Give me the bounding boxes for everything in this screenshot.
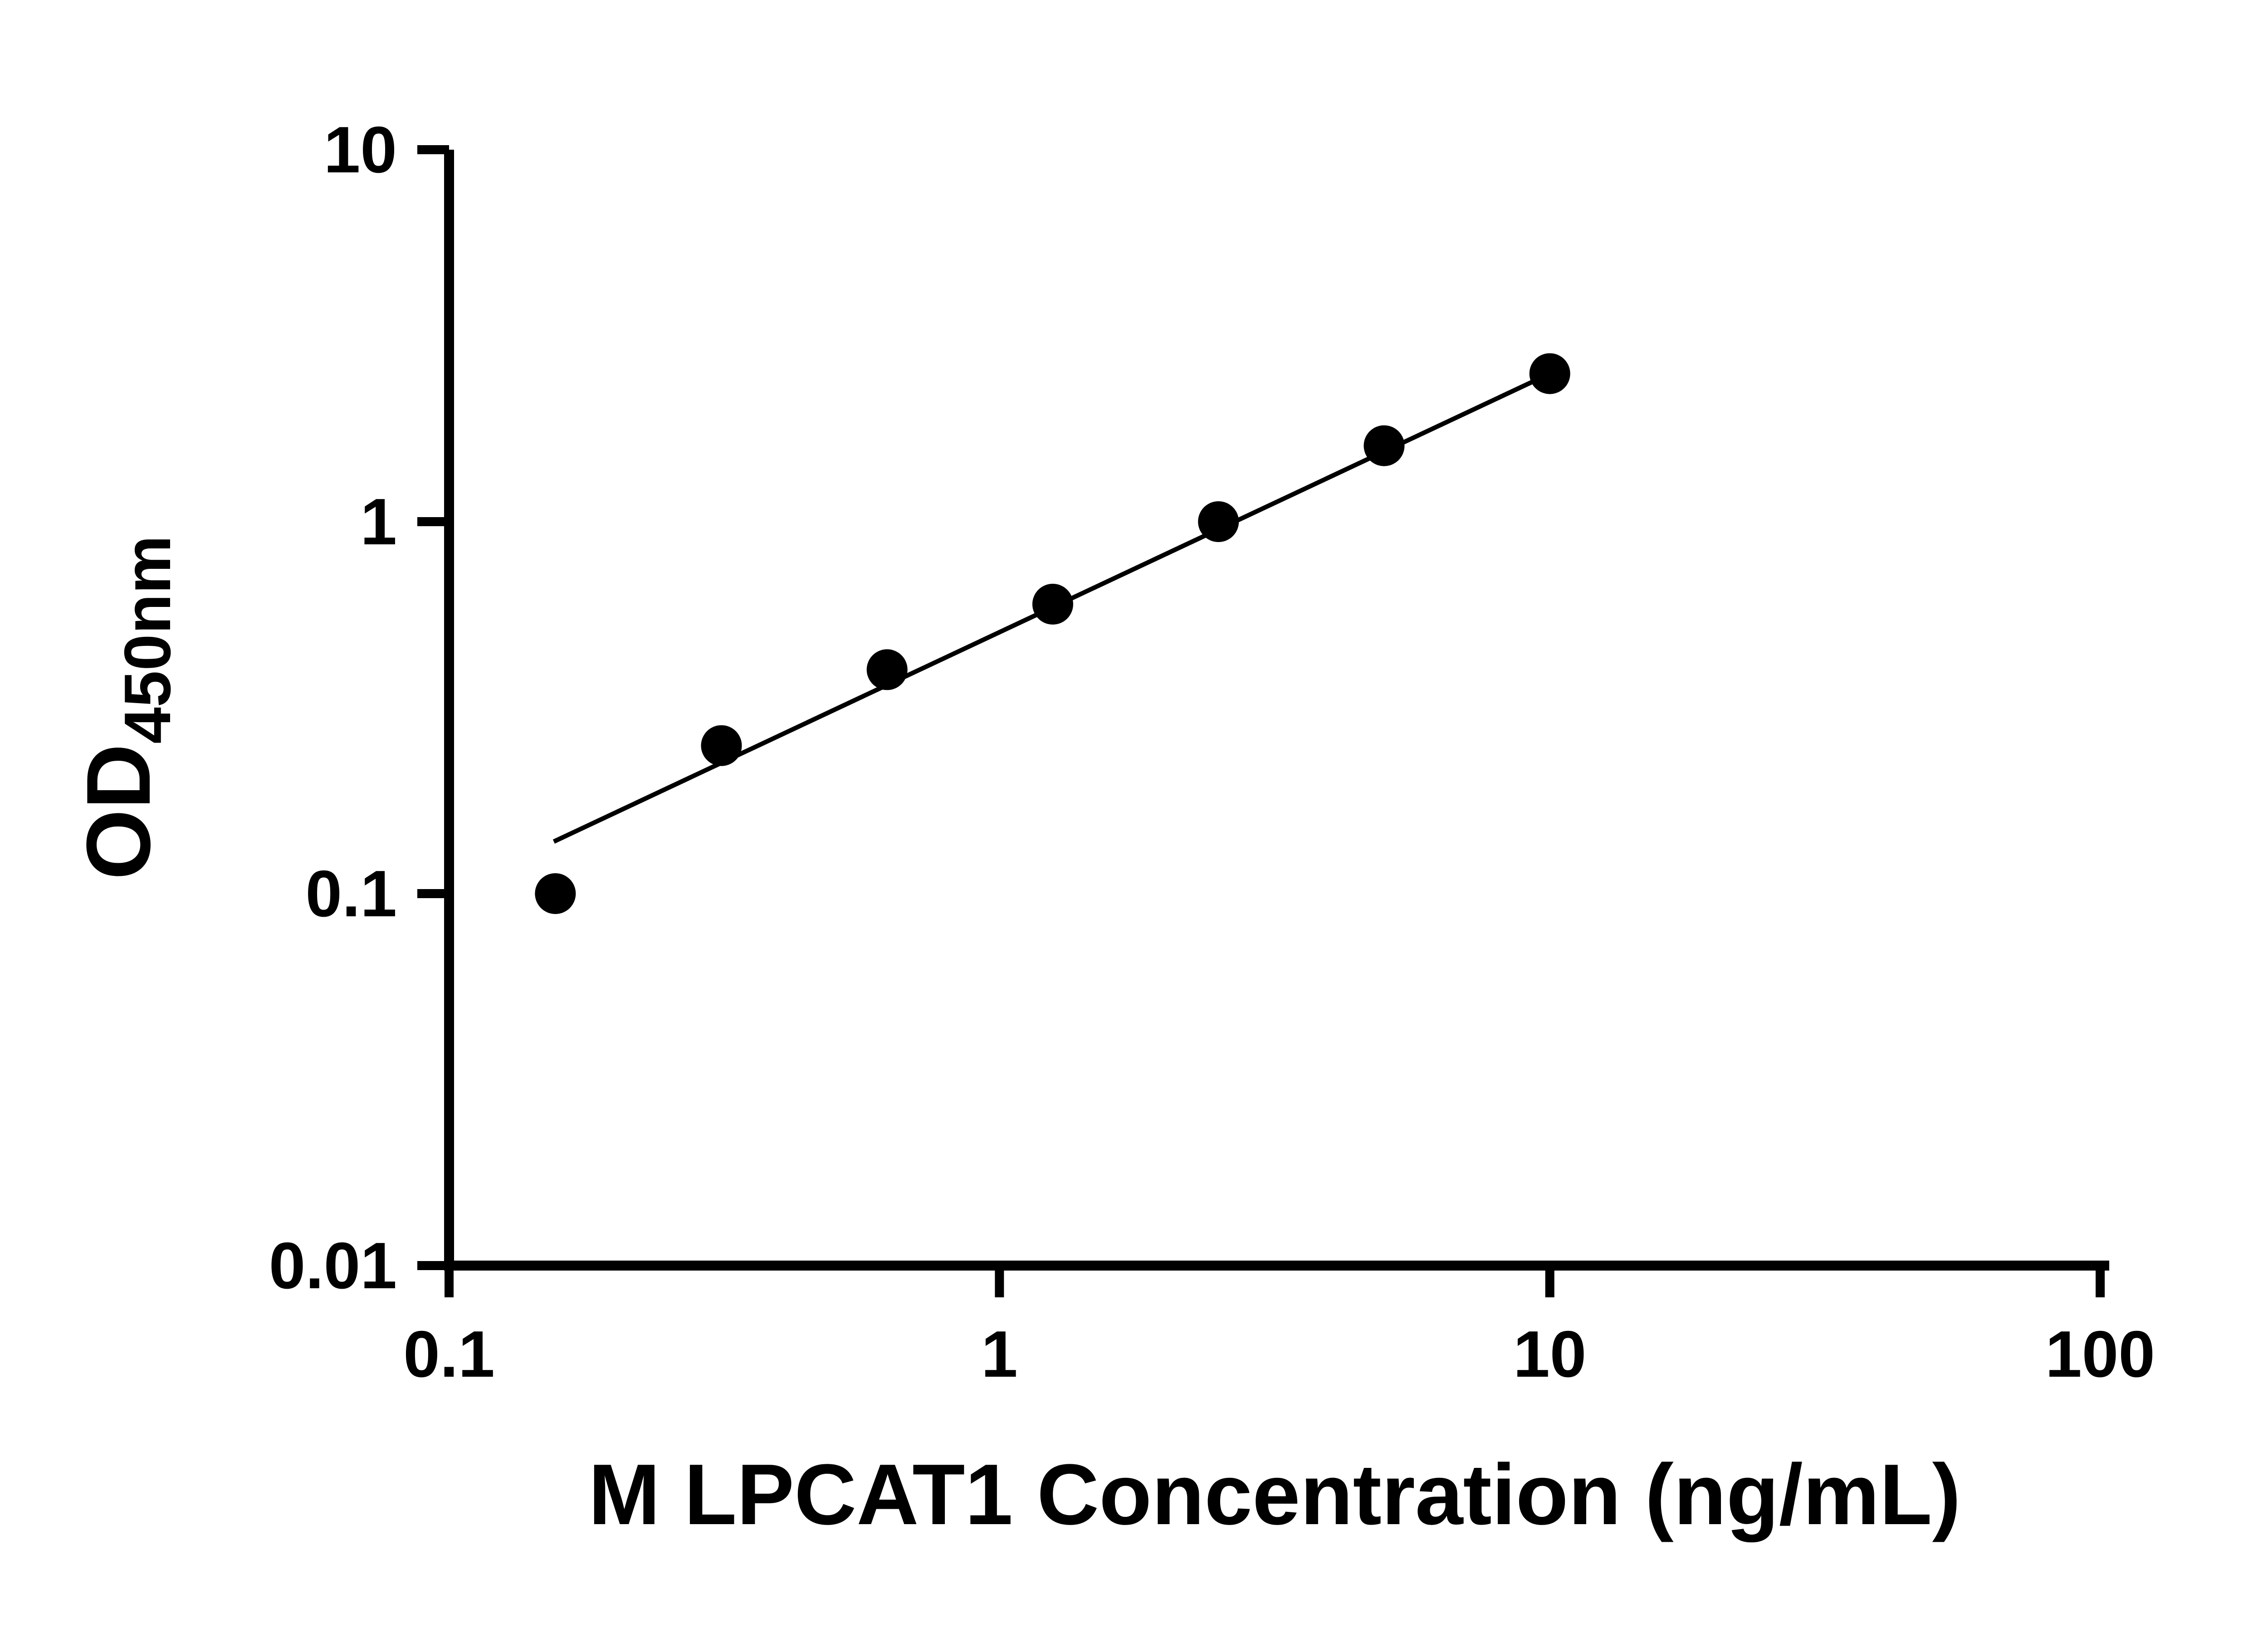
- y-axis-title-main: OD: [68, 744, 169, 880]
- y-tick-label: 10: [324, 113, 397, 186]
- data-point: [535, 873, 576, 914]
- data-point: [1032, 583, 1073, 625]
- data-point: [866, 649, 908, 690]
- data-point: [1198, 501, 1239, 542]
- y-tick-label: 0.1: [305, 857, 397, 930]
- y-tick-label: 0.01: [269, 1229, 397, 1302]
- y-axis-title: OD450nm: [68, 535, 184, 880]
- y-axis-title-subscript: 450nm: [111, 535, 184, 743]
- data-point: [1364, 425, 1405, 466]
- y-tick-label: 1: [360, 485, 397, 558]
- data-series: [535, 353, 1570, 914]
- x-tick-label: 0.1: [403, 1317, 495, 1391]
- x-axis-title: M LPCAT1 Concentration (ng/mL): [588, 1447, 1961, 1543]
- x-tick-label: 10: [1513, 1317, 1586, 1391]
- x-tick-label: 100: [2045, 1317, 2155, 1391]
- data-point: [701, 725, 742, 766]
- data-point: [1529, 353, 1570, 394]
- x-tick-label: 1: [981, 1317, 1018, 1391]
